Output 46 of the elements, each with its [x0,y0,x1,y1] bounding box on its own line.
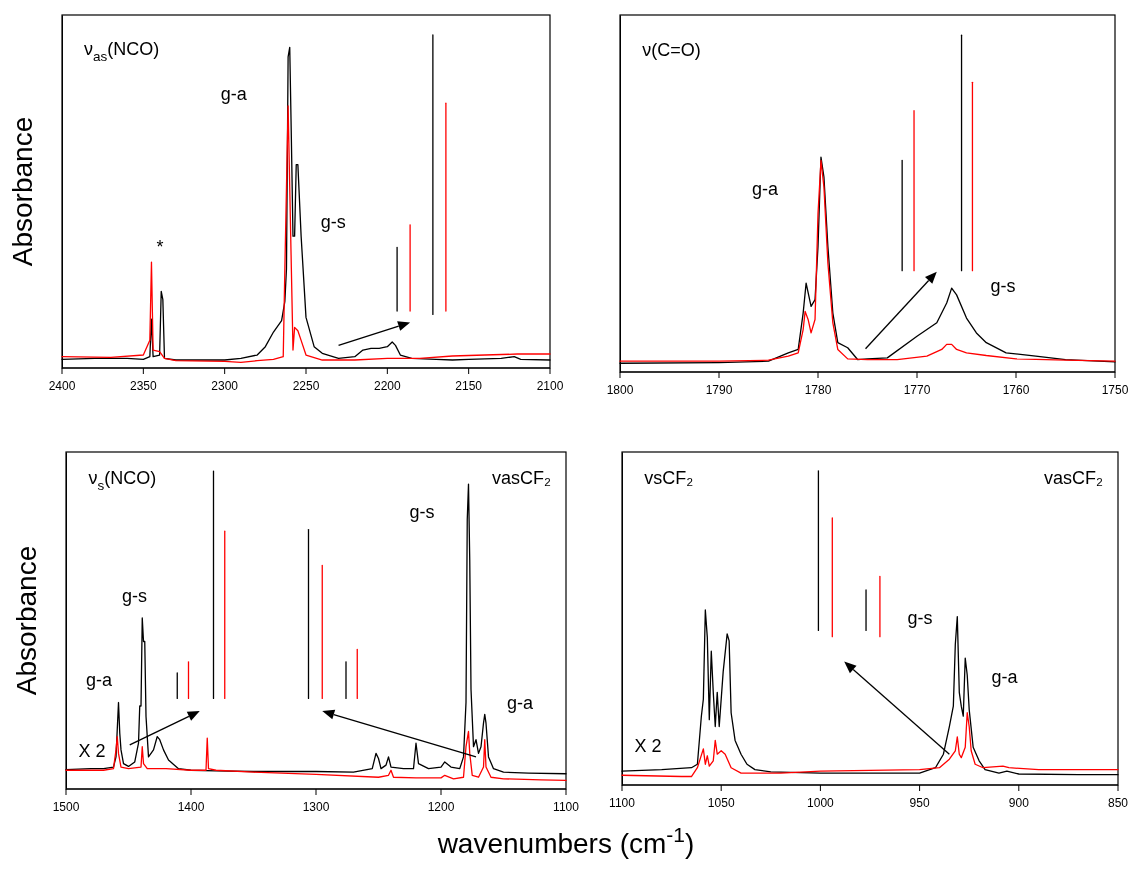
x-tick-label: 850 [1107,796,1129,810]
x-axis-title: wavenumbers (cm$^{-1}$) [436,822,695,859]
x-tick-label: 1800 [606,383,634,397]
annotation: X 2 [634,735,662,756]
x-tick-label: 1760 [1002,383,1030,397]
annotation: ν$_{s}$(NCO) [88,467,157,494]
annotation: g-a [506,692,534,713]
annotation: g-s [907,607,933,628]
x-tick-label: 1000 [807,796,835,810]
annotation: g-a [752,179,780,200]
annotation: g-s [409,501,435,522]
annotation: g-s [121,585,148,606]
x-tick-label: 2300 [211,379,239,393]
x-tick-label: 900 [1008,796,1030,810]
annotation: g-a [991,666,1019,687]
annotation: g-s [990,275,1016,296]
x-tick-label: 1100 [609,796,636,810]
x-tick-label: 1790 [705,383,733,397]
x-tick-label: 1500 [52,800,80,814]
x-tick-label: 2400 [48,379,76,393]
annotation: vasCF₂ [492,467,551,488]
x-tick-label: 1400 [177,800,205,814]
y-axis-title: Absorbance [11,545,42,696]
x-tick-label: 2150 [455,379,483,393]
x-tick-label: 1300 [302,800,330,814]
annotation: g-s [320,212,346,233]
x-tick-label: 2350 [129,379,157,393]
x-tick-label: 1200 [427,800,455,814]
x-tick-label: 1050 [707,796,735,810]
x-tick-label: 1100 [553,800,580,814]
x-tick-label: 1780 [804,383,832,397]
annotation: ν$_{as}$(NCO) [83,39,160,65]
annotation: g-a [85,670,113,691]
annotation: vasCF₂ [1044,467,1104,488]
x-tick-label: 2200 [373,379,401,393]
x-tick-label: 2250 [292,379,320,393]
x-tick-label: 1770 [903,383,931,397]
annotation: * [156,236,164,257]
y-axis-title: Absorbance [7,116,38,267]
annotation: X 2 [78,740,106,761]
annotation: ν(C=O) [642,39,701,60]
x-tick-label: 950 [909,796,930,810]
annotation: vsCF₂ [644,467,694,488]
x-tick-label: 2100 [536,379,564,393]
x-tick-label: 1750 [1101,383,1129,397]
annotation: g-a [220,83,248,104]
